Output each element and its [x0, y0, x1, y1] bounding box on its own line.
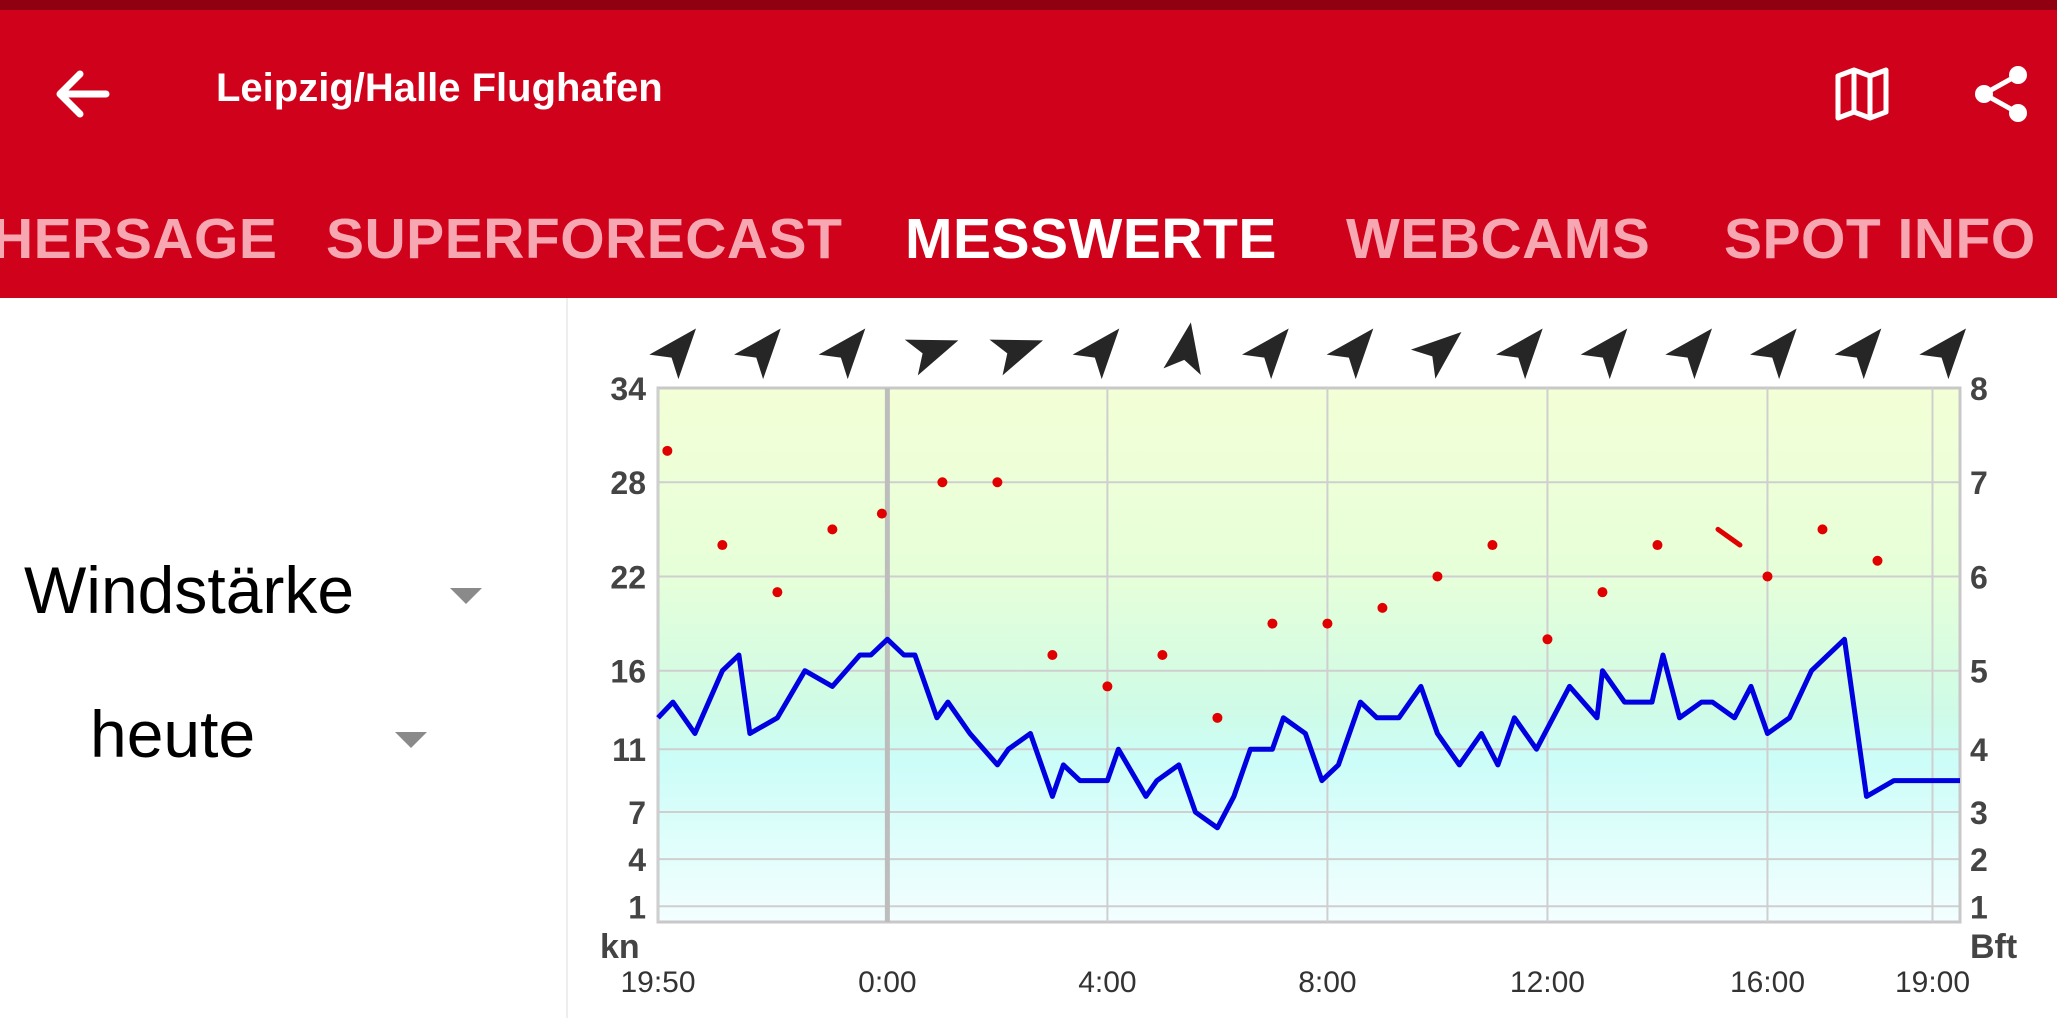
period-value: heute	[90, 697, 256, 771]
gust-point	[1322, 618, 1333, 629]
left-unit-label: kn	[600, 928, 640, 966]
wind-chart: 1 14 27 311 416 522 628 734 819:50 0:00 4:00 8:00 12…	[600, 322, 2017, 999]
wind-direction-arrow	[1580, 328, 1628, 380]
gust-point	[876, 508, 887, 519]
measure-dropdown[interactable]: Windstärke	[24, 552, 483, 628]
x-tick-label: 16:00	[1730, 966, 1805, 999]
tab-messwerte[interactable]: MESSWERTE	[905, 207, 1277, 271]
gust-point	[717, 540, 728, 551]
page-title: Leipzig/Halle Flughafen	[216, 66, 663, 110]
gust-segment	[1715, 526, 1743, 548]
wind-direction-arrow	[1919, 328, 1966, 380]
gust-point	[1157, 650, 1168, 660]
wind-direction-arrow	[1834, 328, 1882, 380]
wind-direction-arrow	[1242, 328, 1289, 380]
tab-vorhersage[interactable]: HERSAGE	[0, 207, 278, 271]
gust-point	[827, 524, 838, 535]
right-tick-label: 8	[1970, 371, 1988, 407]
right-unit-label: Bft	[1970, 928, 2017, 966]
left-tick-label: 16	[610, 654, 646, 690]
chart-controls: Windstärke heute	[0, 298, 568, 1018]
x-tick-label: 19:50	[620, 966, 695, 999]
right-tick-label: 2	[1970, 842, 1988, 878]
wind-speed-line	[656, 636, 1960, 831]
left-tick-label: 11	[612, 732, 646, 768]
measure-value: Windstärke	[24, 553, 355, 627]
gust-point	[937, 477, 948, 488]
wind-direction-arrow	[989, 339, 1044, 376]
left-tick-label: 4	[628, 842, 646, 878]
gust-point	[1212, 712, 1223, 723]
map-icon	[1835, 67, 1889, 121]
gust-point	[1487, 540, 1498, 551]
x-tick-label: 0:00	[858, 966, 916, 999]
right-tick-label: 3	[1970, 795, 1988, 831]
left-tick-label: 34	[610, 371, 646, 407]
right-tick-label: 7	[1970, 465, 1988, 501]
app-bar: Leipzig/Halle Flughafen HERSAGE SUPERFOR…	[0, 10, 2057, 308]
tab-bar: HERSAGE SUPERFORECAST MESSWERTE WEBCAMS …	[0, 190, 2057, 308]
left-tick-label: 7	[628, 795, 646, 831]
back-button[interactable]	[40, 52, 124, 136]
gust-point	[1432, 571, 1443, 582]
right-tick-label: 4	[1970, 732, 1988, 768]
left-tick-label: 1	[628, 889, 646, 925]
map-button[interactable]	[1820, 52, 1904, 136]
gust-point	[1542, 634, 1553, 645]
chart-grid	[656, 386, 1962, 924]
period-dropdown[interactable]: heute	[90, 696, 428, 772]
wind-direction-arrow	[1410, 332, 1462, 379]
caret-down-icon	[395, 732, 428, 748]
status-bar	[0, 0, 2057, 10]
x-tick-label: 12:00	[1510, 966, 1585, 999]
gust-point	[1762, 571, 1773, 582]
x-tick-label: 19:00	[1895, 966, 1970, 999]
gust-point	[1652, 540, 1663, 551]
x-tick-label: 4:00	[1078, 966, 1136, 999]
share-icon	[1975, 66, 2027, 122]
chart-axis-labels: 1 14 27 311 416 522 628 734 819:50 0:00 4:00 8:00 12…	[600, 371, 2017, 999]
wind-direction-arrow	[1665, 328, 1712, 380]
gust-point	[1102, 681, 1113, 692]
gust-point	[1817, 524, 1828, 535]
gust-point	[1267, 618, 1278, 629]
gust-point	[992, 477, 1003, 488]
wind-direction-arrow	[1326, 328, 1374, 380]
wind-direction-arrow	[1750, 328, 1797, 380]
gust-point	[772, 587, 783, 598]
wind-direction-arrow	[649, 328, 696, 380]
caret-down-icon	[450, 588, 483, 604]
gust-point	[1597, 587, 1608, 598]
active-tab-indicator	[868, 300, 1308, 308]
chart-series	[656, 445, 1960, 831]
wind-direction-arrow	[818, 328, 866, 380]
right-tick-label: 6	[1970, 559, 1988, 595]
tab-spot-info[interactable]: SPOT INFO	[1724, 207, 2036, 271]
wind-direction-arrow	[1163, 322, 1201, 375]
wind-direction-row	[649, 322, 1966, 380]
right-tick-label: 1	[1970, 889, 1988, 925]
tab-superforecast[interactable]: SUPERFORECAST	[326, 207, 843, 271]
left-tick-label: 22	[610, 559, 646, 595]
arrow-left-icon	[56, 70, 110, 118]
tab-webcams[interactable]: WEBCAMS	[1346, 207, 1651, 271]
right-tick-label: 5	[1970, 654, 1988, 690]
left-tick-label: 28	[610, 465, 646, 501]
wind-direction-arrow	[734, 328, 781, 380]
wind-direction-arrow	[904, 339, 959, 376]
gust-point	[662, 445, 673, 456]
wind-direction-arrow	[1496, 328, 1543, 380]
wind-direction-arrow	[1072, 328, 1120, 380]
gust-point	[1377, 602, 1388, 613]
x-tick-label: 8:00	[1298, 966, 1356, 999]
gust-point	[1047, 650, 1058, 660]
gust-point	[1872, 555, 1883, 566]
share-button[interactable]	[1960, 52, 2044, 136]
plot-area	[658, 388, 1960, 922]
